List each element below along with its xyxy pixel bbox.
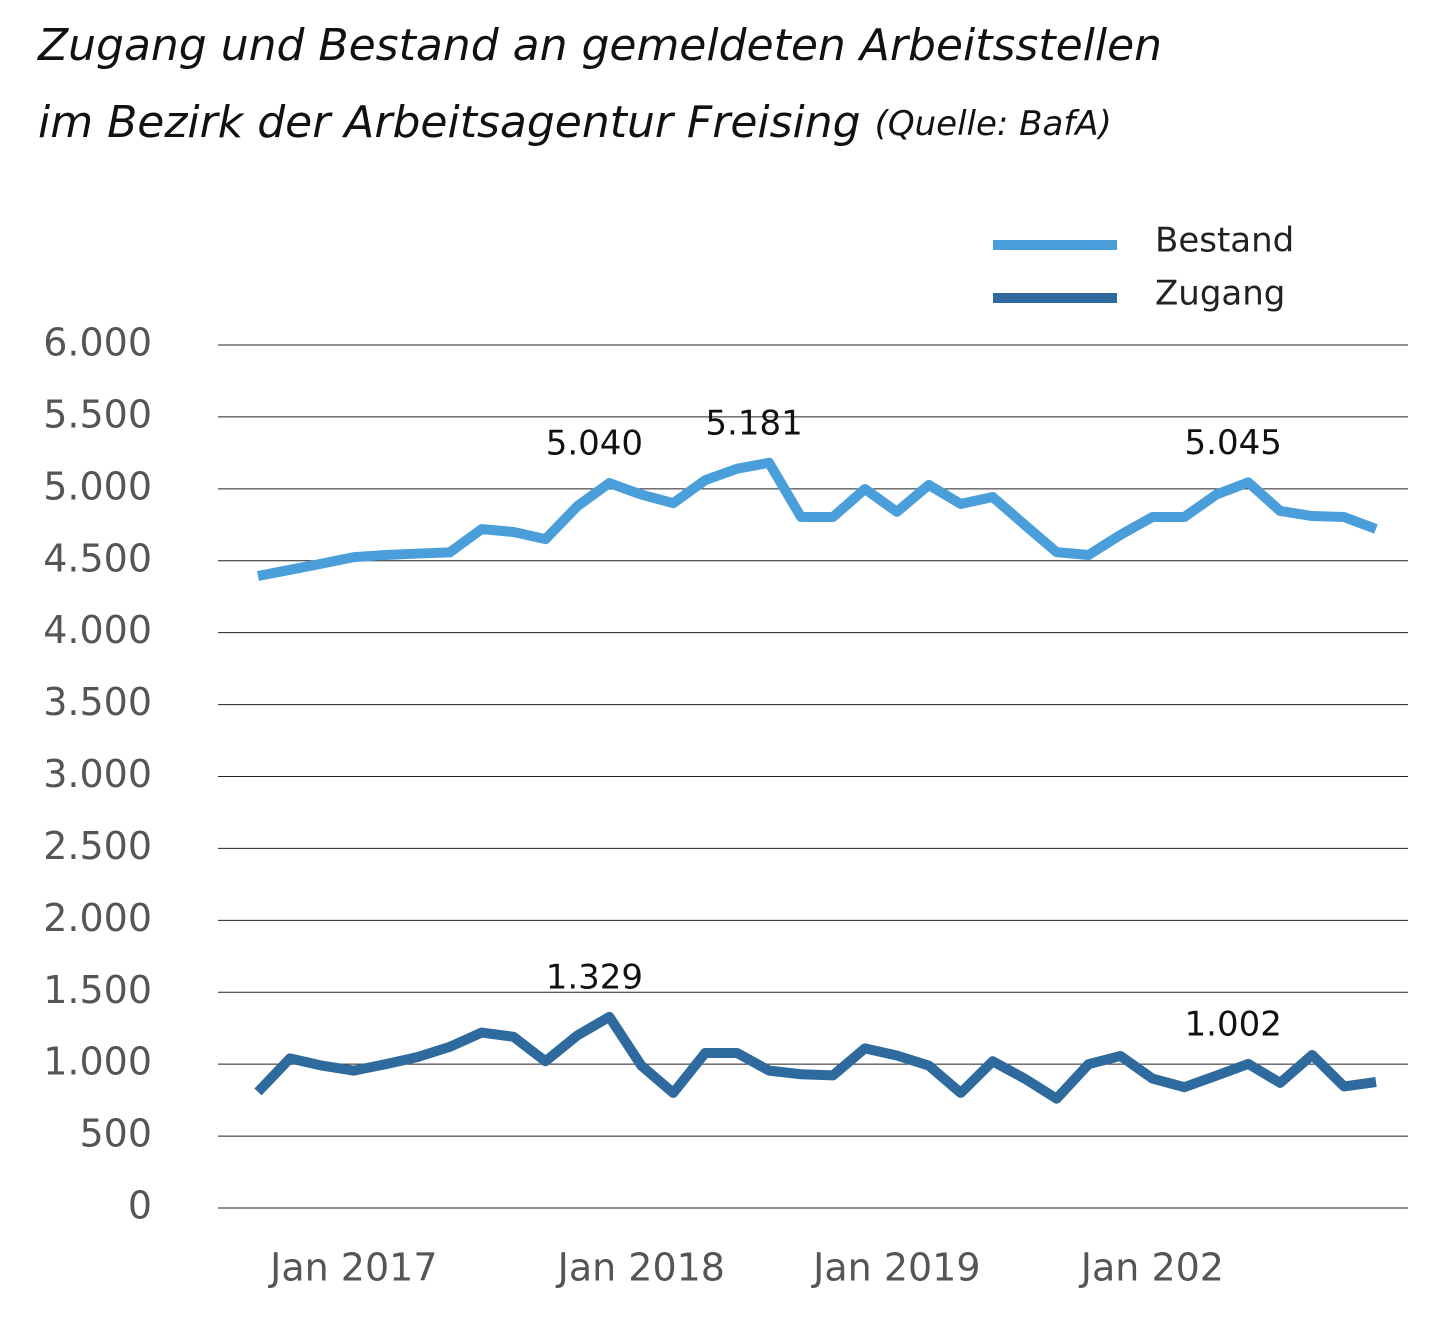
chart-title: Zugang und Bestand an gemeldeten Arbeits… xyxy=(37,20,1162,71)
data-label: 1.002 xyxy=(1185,1004,1282,1044)
title-line: im Bezirk der Arbeitsagentur Freising xyxy=(38,97,861,148)
data-label: 5.040 xyxy=(546,424,643,464)
y-tick-label: 0 xyxy=(128,1184,152,1228)
y-tick-label: 1.000 xyxy=(43,1040,152,1084)
data-label: 5.181 xyxy=(705,403,802,443)
y-tick-label: 1.500 xyxy=(43,968,152,1012)
chart-title: im Bezirk der Arbeitsagentur Freising (Qu… xyxy=(38,97,1112,148)
x-tick-label: Jan 2018 xyxy=(556,1246,725,1290)
y-tick-label: 4.000 xyxy=(43,608,152,652)
y-tick-label: 3.000 xyxy=(43,752,152,796)
y-tick-label: 5.000 xyxy=(43,464,152,508)
y-tick-label: 2.000 xyxy=(43,896,152,940)
legend-label: Zugang xyxy=(1155,274,1285,314)
y-tick-label: 5.500 xyxy=(43,392,152,436)
x-tick-label: Jan 2019 xyxy=(811,1246,980,1290)
y-tick-label: 2.500 xyxy=(43,824,152,868)
data-label: 5.045 xyxy=(1185,423,1282,463)
x-tick-label: Jan 2017 xyxy=(268,1246,437,1290)
y-tick-label: 4.500 xyxy=(43,536,152,580)
data-label: 1.329 xyxy=(546,957,643,997)
series-line xyxy=(257,457,1378,581)
legend-label: Bestand xyxy=(1155,221,1294,261)
y-tick-label: 500 xyxy=(79,1112,152,1156)
x-tick-label: Jan 202 xyxy=(1079,1246,1224,1290)
y-tick-label: 3.500 xyxy=(43,680,152,724)
y-tick-label: 6.000 xyxy=(43,321,152,365)
chart-source: (Quelle: BafA) xyxy=(875,104,1112,144)
series-line xyxy=(254,1011,1377,1104)
